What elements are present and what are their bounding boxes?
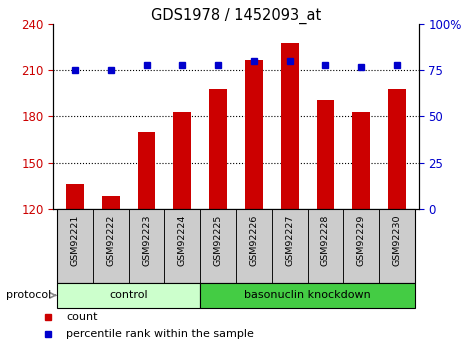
Bar: [388, 89, 406, 209]
Bar: [281, 42, 299, 209]
Text: basonuclin knockdown: basonuclin knockdown: [244, 290, 371, 300]
Text: GSM92229: GSM92229: [357, 215, 366, 266]
Text: GSM92223: GSM92223: [142, 215, 151, 266]
FancyBboxPatch shape: [343, 209, 379, 283]
Text: GSM92221: GSM92221: [70, 215, 80, 266]
FancyBboxPatch shape: [57, 283, 200, 308]
Bar: [209, 89, 227, 209]
Text: GSM92227: GSM92227: [285, 215, 294, 266]
Text: GSM92226: GSM92226: [249, 215, 259, 266]
Bar: [352, 112, 370, 209]
Bar: [245, 60, 263, 209]
Bar: [102, 196, 120, 209]
FancyBboxPatch shape: [236, 209, 272, 283]
Title: GDS1978 / 1452093_at: GDS1978 / 1452093_at: [151, 8, 321, 24]
FancyBboxPatch shape: [93, 209, 129, 283]
Text: GSM92225: GSM92225: [213, 215, 223, 266]
FancyBboxPatch shape: [165, 209, 200, 283]
FancyBboxPatch shape: [57, 209, 93, 283]
Text: GSM92230: GSM92230: [392, 215, 402, 266]
Text: count: count: [66, 312, 97, 322]
Bar: [317, 99, 334, 209]
FancyBboxPatch shape: [200, 209, 236, 283]
Text: control: control: [109, 290, 148, 300]
Bar: [138, 132, 155, 209]
FancyBboxPatch shape: [129, 209, 165, 283]
FancyBboxPatch shape: [200, 283, 415, 308]
Bar: [173, 112, 191, 209]
Text: percentile rank within the sample: percentile rank within the sample: [66, 329, 254, 339]
Bar: [66, 184, 84, 209]
Text: GSM92224: GSM92224: [178, 215, 187, 266]
FancyBboxPatch shape: [379, 209, 415, 283]
FancyBboxPatch shape: [272, 209, 307, 283]
Text: GSM92228: GSM92228: [321, 215, 330, 266]
Text: protocol: protocol: [6, 290, 51, 300]
Text: GSM92222: GSM92222: [106, 215, 115, 266]
FancyBboxPatch shape: [307, 209, 343, 283]
